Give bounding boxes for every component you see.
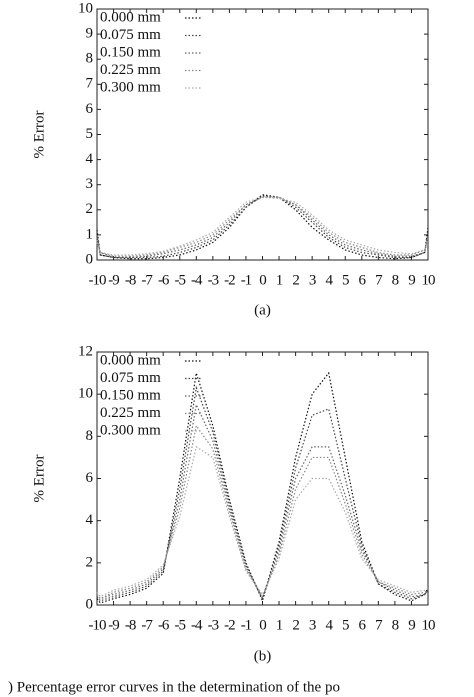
x-tick-label: 8 (392, 617, 399, 633)
x-tick-label: 4 (325, 272, 333, 288)
x-tick-label: 9 (408, 617, 415, 633)
legend-label: 0.300 mm (100, 79, 161, 95)
y-tick-label: 10 (78, 386, 93, 402)
x-tick-label: 0 (259, 272, 266, 288)
x-tick-label: -5 (175, 617, 186, 633)
y-tick-label: 7 (86, 76, 94, 92)
figure-caption: ) Percentage error curves in the determi… (8, 679, 340, 695)
chart-caption: (b) (254, 648, 272, 664)
x-tick-label: -2 (224, 617, 235, 633)
y-tick-label: 2 (86, 554, 94, 570)
x-tick-label: -8 (125, 272, 136, 288)
series-line (96, 196, 429, 257)
series-line (96, 196, 429, 256)
x-tick-label: -6 (158, 272, 170, 288)
series-line (96, 445, 429, 598)
x-tick-label: 10 (422, 617, 436, 633)
y-tick-label: 1 (86, 226, 94, 242)
x-tick-label: -1 (241, 617, 252, 633)
x-tick-label: 7 (375, 272, 383, 288)
series-line (96, 402, 429, 601)
x-tick-label: -1 (241, 272, 252, 288)
x-tick-label: 4 (325, 617, 333, 633)
y-tick-label: 0 (86, 596, 94, 612)
series-line (96, 371, 429, 604)
x-tick-label: -10 (89, 272, 106, 288)
x-tick-label: 2 (292, 272, 299, 288)
x-tick-label: 3 (309, 272, 316, 288)
series-line (96, 385, 429, 602)
x-tick-label: 6 (359, 617, 367, 633)
y-tick-label: 8 (86, 428, 94, 444)
y-tick-label: 9 (86, 26, 94, 42)
legend-label: 0.300 mm (100, 422, 161, 438)
legend-label: 0.075 mm (100, 27, 161, 43)
x-tick-label: 0 (259, 617, 266, 633)
x-tick-label: 10 (422, 272, 436, 288)
x-tick-label: -8 (125, 617, 136, 633)
x-tick-label: -4 (191, 272, 203, 288)
x-tick-label: 8 (392, 272, 399, 288)
x-tick-label: 9 (408, 272, 415, 288)
y-tick-label: 2 (86, 201, 94, 217)
y-tick-label: 5 (86, 126, 94, 142)
y-tick-label: 4 (86, 512, 94, 528)
x-tick-label: 2 (292, 617, 299, 633)
y-tick-label: 0 (86, 251, 94, 267)
x-tick-label: 1 (276, 617, 283, 633)
series-line (96, 424, 429, 600)
y-tick-label: 8 (86, 51, 94, 67)
y-tick-label: 6 (86, 101, 94, 117)
chart-caption: (a) (254, 302, 271, 318)
legend-label: 0.000 mm (100, 352, 161, 368)
series-line (96, 195, 429, 259)
x-tick-label: -4 (191, 617, 203, 633)
x-tick-label: -5 (175, 272, 186, 288)
y-axis-label: % Error (31, 111, 47, 159)
x-tick-label: 5 (342, 272, 349, 288)
x-tick-label: -7 (141, 617, 153, 633)
series-line (96, 196, 429, 259)
y-tick-label: 4 (86, 151, 94, 167)
legend-label: 0.225 mm (100, 405, 161, 421)
legend-label: 0.150 mm (100, 44, 161, 60)
series-line (96, 194, 429, 260)
x-tick-label: 7 (375, 617, 383, 633)
x-tick-label: -9 (108, 272, 119, 288)
y-axis-label: % Error (31, 455, 47, 503)
x-tick-label: -3 (208, 272, 219, 288)
x-tick-label: 5 (342, 617, 349, 633)
x-tick-label: -9 (108, 617, 119, 633)
x-tick-label: 3 (309, 617, 316, 633)
y-tick-label: 10 (78, 0, 93, 16)
x-tick-label: 1 (276, 272, 283, 288)
x-tick-label: 6 (359, 272, 367, 288)
legend-label: 0.225 mm (100, 62, 161, 78)
y-tick-label: 6 (86, 470, 94, 486)
x-tick-label: -2 (224, 272, 235, 288)
legend-label: 0.150 mm (100, 387, 161, 403)
x-tick-label: -3 (208, 617, 219, 633)
y-tick-label: 3 (86, 176, 94, 192)
legend-label: 0.075 mm (100, 370, 161, 386)
x-tick-label: -7 (141, 272, 153, 288)
legend-label: 0.000 mm (100, 9, 161, 25)
y-tick-label: 12 (78, 343, 93, 359)
x-tick-label: -6 (158, 617, 170, 633)
x-tick-label: -10 (89, 617, 106, 633)
